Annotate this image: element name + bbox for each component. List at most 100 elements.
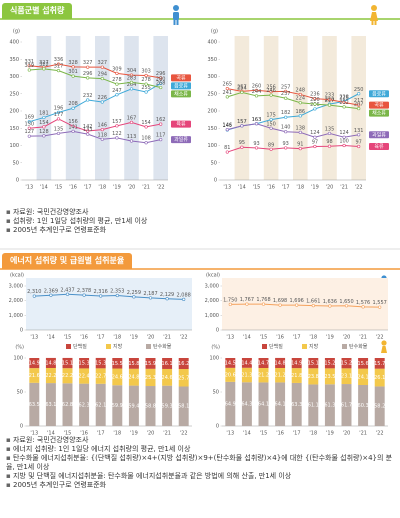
- data-label: 236: [310, 92, 320, 98]
- data-label: 21.2: [258, 373, 269, 379]
- data-label: 278: [112, 77, 122, 83]
- bar-segment: [275, 382, 286, 426]
- bar-segment: [29, 382, 40, 426]
- data-point: [240, 124, 244, 128]
- bar-segment: [358, 384, 369, 426]
- y-tick-label: 350: [9, 57, 19, 63]
- data-point: [56, 69, 61, 73]
- y-tick-label: 50: [213, 390, 219, 396]
- y-axis-label: (%): [211, 345, 220, 351]
- data-label: 317: [54, 64, 64, 70]
- data-point: [225, 150, 229, 154]
- y-tick-label: 3,000: [9, 284, 23, 290]
- x-tick-label: '17: [293, 335, 301, 341]
- bar-segment: [162, 385, 173, 426]
- bar-segment: [341, 384, 352, 426]
- data-point: [159, 122, 163, 126]
- x-tick-label: '13: [30, 431, 38, 437]
- bar-segment: [79, 358, 90, 369]
- data-label: 63.1: [45, 402, 56, 408]
- data-point: [165, 297, 169, 301]
- data-label: 95: [239, 140, 245, 146]
- data-point: [82, 293, 86, 297]
- data-label: 59.4: [128, 403, 139, 409]
- data-point: [313, 144, 317, 149]
- bar-segment: [128, 368, 139, 386]
- data-label: 131: [354, 128, 364, 134]
- data-label: 135: [54, 126, 64, 132]
- bar-segment: [374, 358, 385, 369]
- y-tick-label: 200: [9, 109, 19, 115]
- bar-segment: [62, 368, 73, 384]
- bar-segment: [308, 358, 319, 369]
- x-tick-label: '22: [157, 185, 165, 191]
- data-point: [342, 105, 346, 109]
- data-point: [159, 76, 163, 80]
- data-label: 135: [325, 126, 335, 132]
- legend-label: 곡류: [176, 75, 186, 81]
- data-point: [269, 93, 273, 97]
- data-label: 15.2: [341, 361, 352, 367]
- data-point: [99, 294, 103, 298]
- data-label: 16.2: [178, 361, 189, 367]
- y-tick-label: 0: [216, 328, 219, 334]
- data-point: [115, 71, 119, 75]
- series-line: [29, 118, 161, 132]
- x-tick-label: '22: [376, 431, 384, 437]
- legend-label: 단백질: [73, 343, 87, 350]
- data-label: 150: [266, 121, 276, 127]
- data-label: 128: [39, 129, 49, 135]
- data-point: [298, 92, 302, 97]
- x-tick-label: '17: [97, 335, 105, 341]
- x-tick-label: '20: [326, 185, 334, 191]
- note: 2005년 추계인구로 연령표준화: [6, 226, 394, 235]
- data-point: [327, 144, 332, 148]
- x-tick-label: '22: [355, 185, 363, 191]
- data-point: [56, 110, 61, 114]
- data-label: 24.8: [128, 375, 139, 381]
- data-point: [129, 80, 134, 84]
- data-label: 98: [326, 139, 332, 145]
- data-label: 181: [39, 111, 49, 117]
- data-label: 196: [54, 105, 64, 111]
- bar-segment: [258, 367, 269, 383]
- data-label: 14.9: [291, 361, 302, 367]
- data-label: 15.1: [62, 361, 73, 367]
- y-tick-label: 300: [207, 74, 217, 80]
- data-point: [298, 114, 302, 118]
- data-label: 182: [281, 110, 291, 116]
- data-point: [225, 128, 229, 132]
- column-stripe: [234, 36, 250, 180]
- data-point: [357, 92, 361, 96]
- data-point: [278, 303, 282, 307]
- legend-label: 과일류: [372, 131, 386, 138]
- data-label: 336: [54, 57, 64, 63]
- data-point: [86, 129, 90, 133]
- data-label: 207: [354, 102, 364, 108]
- column-stripe: [95, 36, 110, 180]
- legend-swatch: [171, 136, 191, 144]
- bar-segment: [145, 386, 156, 426]
- legend-swatch: [171, 74, 191, 82]
- legend-swatch: [171, 90, 191, 98]
- x-tick-label: '15: [64, 335, 72, 341]
- data-label: 268: [156, 81, 166, 87]
- x-tick-label: '19: [326, 431, 334, 437]
- x-tick-label: '18: [296, 185, 304, 191]
- column-stripe: [153, 36, 168, 180]
- data-point: [100, 128, 104, 132]
- data-label: 97: [356, 140, 362, 146]
- x-tick-label: '14: [238, 185, 246, 191]
- data-label: 2,369: [44, 288, 58, 294]
- x-tick-label: '22: [180, 431, 188, 437]
- data-label: 91: [297, 142, 303, 148]
- legend-label: 지방: [309, 343, 319, 350]
- data-label: 22.4: [79, 374, 90, 380]
- male-icon: [173, 5, 179, 25]
- data-label: 163: [252, 117, 262, 123]
- note: 자료원: 국민건강영양조사: [6, 436, 394, 445]
- data-label: 14.9: [29, 361, 40, 367]
- series-line: [29, 130, 161, 144]
- data-label: 157: [112, 119, 122, 125]
